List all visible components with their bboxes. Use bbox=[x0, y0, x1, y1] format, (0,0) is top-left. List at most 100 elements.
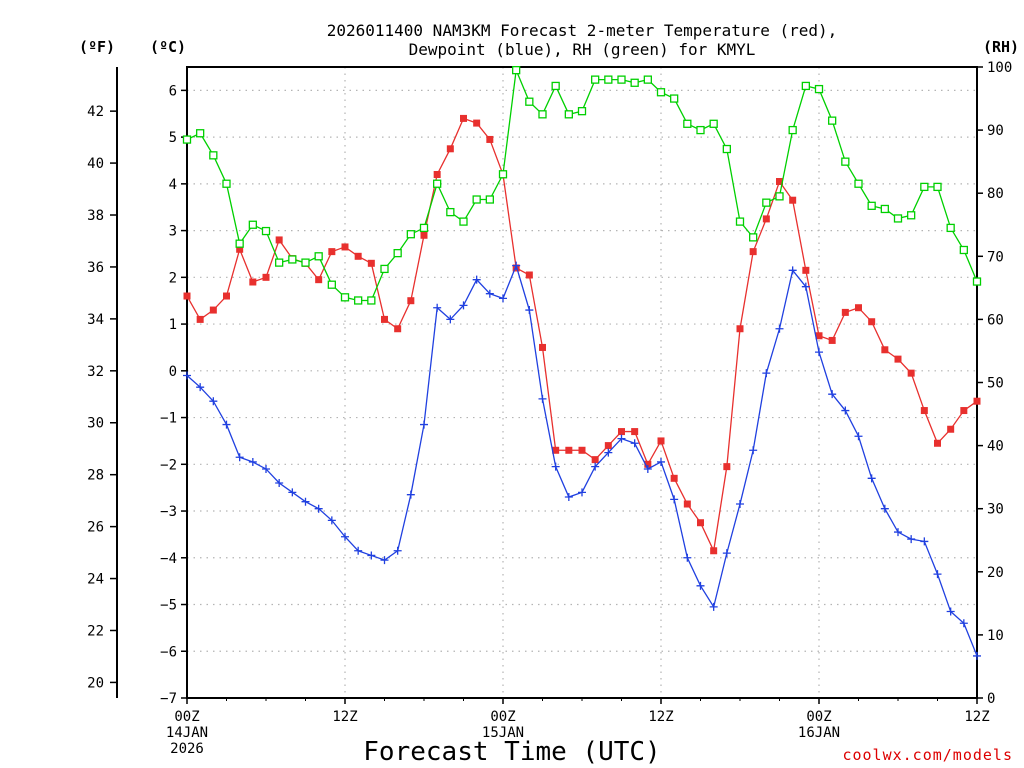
celsius-tick-label: −1 bbox=[160, 411, 177, 427]
2-meter-temperature-point bbox=[934, 439, 941, 447]
dewpoint-point bbox=[222, 420, 231, 429]
dewpoint-point bbox=[657, 457, 665, 466]
2-meter-temperature-point bbox=[828, 336, 836, 344]
fahrenheit-tick-label: 28 bbox=[87, 468, 104, 484]
rh-point bbox=[472, 195, 481, 204]
2-meter-temperature-point bbox=[460, 114, 467, 122]
2-meter-temperature-point bbox=[736, 325, 744, 333]
fahrenheit-tick-label: 26 bbox=[87, 520, 104, 536]
rh-point bbox=[959, 245, 968, 255]
dewpoint-point bbox=[696, 581, 705, 590]
dewpoint-point bbox=[749, 446, 758, 455]
rh-point bbox=[801, 81, 810, 91]
dewpoint-point bbox=[420, 420, 428, 429]
rh-point bbox=[498, 170, 508, 179]
rh-point bbox=[907, 211, 916, 220]
2-meter-temperature-point bbox=[196, 315, 204, 323]
x-axis-title: Forecast Time (UTC) bbox=[363, 737, 660, 767]
rh-tick-label: 20 bbox=[987, 565, 1004, 581]
rh-point bbox=[630, 78, 639, 87]
rh-point bbox=[775, 192, 784, 201]
dewpoint-point bbox=[788, 266, 797, 275]
dewpoint-point bbox=[801, 282, 810, 291]
2-meter-temperature-point bbox=[552, 446, 560, 454]
time-tick-label: 00Z bbox=[806, 709, 831, 725]
time-tick-label: 00Z bbox=[174, 709, 199, 725]
celsius-tick-label: 5 bbox=[169, 130, 177, 146]
dewpoint-point bbox=[841, 406, 850, 415]
2-meter-temperature-point bbox=[631, 428, 639, 436]
rh-point bbox=[261, 226, 271, 236]
dewpoint-point bbox=[867, 474, 876, 483]
dewpoint-point bbox=[564, 493, 573, 502]
rh-point bbox=[946, 223, 955, 233]
dewpoint-point bbox=[880, 504, 889, 513]
rh-point bbox=[972, 277, 982, 286]
dewpoint-point bbox=[367, 551, 376, 560]
2-meter-temperature-point bbox=[697, 519, 704, 527]
rh-point bbox=[867, 201, 876, 210]
dewpoint-point bbox=[973, 651, 981, 660]
time-tick-label: 12Z bbox=[648, 709, 673, 725]
dewpoint-point bbox=[354, 546, 363, 555]
dewpoint-point bbox=[499, 294, 507, 303]
2-meter-temperature-point bbox=[209, 306, 217, 314]
celsius-tick-label: −5 bbox=[160, 598, 177, 614]
dewpoint-point bbox=[380, 556, 389, 565]
plot-frame bbox=[186, 66, 978, 699]
dewpoint-point bbox=[604, 448, 613, 457]
rh-point bbox=[841, 157, 850, 166]
2-meter-temperature-point bbox=[262, 273, 270, 281]
2-meter-temperature-point bbox=[578, 446, 586, 454]
rh-point bbox=[525, 97, 534, 106]
2-meter-temperature-point bbox=[223, 292, 230, 300]
rh-point bbox=[814, 84, 824, 94]
rh-point bbox=[380, 264, 389, 274]
dewpoint-point bbox=[327, 516, 336, 525]
rh-point bbox=[880, 204, 889, 214]
2-meter-temperature-point bbox=[723, 463, 731, 471]
rh-tick-label: 30 bbox=[987, 502, 1004, 518]
dewpoint-point bbox=[275, 478, 284, 487]
dewpoint-point bbox=[591, 462, 600, 471]
2-meter-temperature-point bbox=[920, 407, 928, 415]
rh-point bbox=[735, 217, 745, 226]
2-meter-temperature-point bbox=[446, 145, 454, 153]
2-meter-temperature-point bbox=[604, 442, 612, 450]
rh-tick-label: 40 bbox=[987, 439, 1004, 455]
rh-point bbox=[275, 258, 284, 267]
rh-point bbox=[248, 220, 257, 229]
dewpoint-point bbox=[196, 383, 205, 392]
2-meter-temperature-point bbox=[183, 292, 191, 300]
2-meter-temperature-point bbox=[749, 248, 757, 256]
2-meter-temperature-point bbox=[433, 171, 441, 179]
rh-point bbox=[182, 135, 192, 144]
rh-point bbox=[512, 66, 521, 75]
dewpoint-point bbox=[301, 497, 310, 506]
rh-point bbox=[920, 182, 929, 192]
dewpoint-point bbox=[248, 457, 257, 466]
grid-layer bbox=[187, 67, 977, 698]
rh-point bbox=[367, 296, 376, 305]
fahrenheit-tick-label: 34 bbox=[87, 312, 104, 328]
rh-point bbox=[340, 293, 350, 302]
dewpoint-point bbox=[393, 546, 402, 555]
rh-point bbox=[656, 88, 666, 97]
celsius-tick-label: 4 bbox=[169, 177, 177, 193]
rh-point bbox=[828, 116, 837, 125]
2-meter-temperature-point bbox=[341, 243, 349, 251]
rh-point bbox=[354, 296, 363, 305]
time-tick-label: 00Z bbox=[490, 709, 515, 725]
2-meter-temperature-point bbox=[407, 297, 415, 305]
time-tick-label: 2026 bbox=[170, 741, 204, 757]
2-meter-temperature-point bbox=[381, 315, 388, 323]
rh-point bbox=[288, 255, 297, 264]
2-meter-temperature-point bbox=[315, 276, 323, 284]
fahrenheit-tick-label: 20 bbox=[87, 675, 104, 691]
rh-point bbox=[551, 81, 560, 91]
2-meter-temperature-point bbox=[762, 215, 770, 223]
fahrenheit-tick-label: 24 bbox=[87, 572, 104, 588]
2-meter-temperature-point bbox=[657, 437, 665, 445]
dewpoint-point bbox=[775, 324, 784, 333]
dewpoint-point bbox=[341, 532, 349, 541]
